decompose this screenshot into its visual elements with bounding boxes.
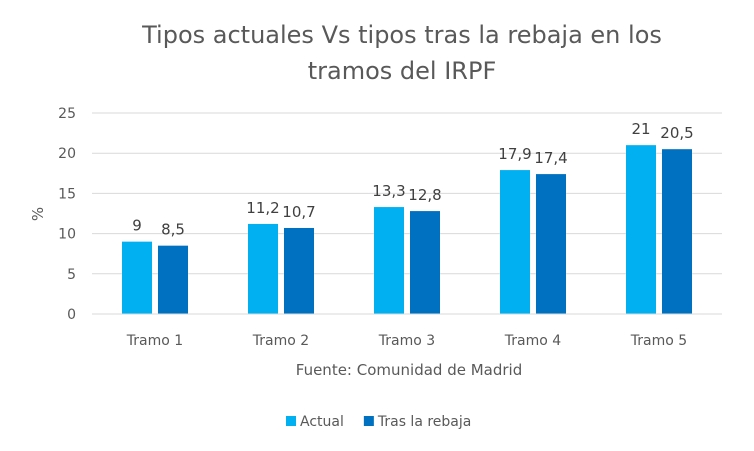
data-label: 8,5 [161,221,185,239]
legend-label: Actual [300,414,344,430]
data-label: 13,3 [372,182,405,200]
chart-title: Tipos actuales Vs tipos tras la rebaja e… [141,21,662,85]
legend-swatch [286,416,296,426]
legend-swatch [363,416,374,426]
data-label: 20,5 [660,124,693,142]
gridlines [92,112,722,275]
data-label: 12,8 [408,186,441,204]
y-tick-label: 25 [58,106,76,122]
y-tick-label: 20 [58,146,76,162]
y-tick-label: 5 [67,267,76,283]
legend-label: Tras la rebaja [377,414,472,430]
data-label: 9 [132,217,142,235]
bar [248,223,278,314]
chart-title-line-2: tramos del IRPF [308,57,497,85]
data-label: 17,9 [498,145,531,163]
bar [374,207,404,314]
x-tick-label: Tramo 5 [630,333,687,349]
bar [536,174,566,314]
y-tick-label: 10 [58,227,76,243]
x-tick-label: Tramo 4 [504,333,561,349]
x-axis-ticks: Tramo 1 Tramo 2 Tramo 3 Tramo 4 Tramo 5 [126,333,687,349]
bar [500,170,530,314]
bar [626,145,656,314]
bar [284,227,314,314]
legend: Actual Tras la rebaja [286,414,471,430]
y-tick-label: 15 [58,186,76,202]
data-labels: 9 8,5 11,2 10,7 13,3 12,8 17,9 17,4 21 20,5 [132,120,693,239]
x-tick-label: Tramo 2 [252,333,309,349]
y-tick-label: 0 [67,307,76,323]
data-label: 17,4 [534,149,567,167]
y-axis-ticks: 0 5 10 15 20 25 [58,106,76,323]
data-label: 11,2 [246,199,279,217]
data-label: 21 [631,120,650,138]
bar [410,211,440,314]
x-tick-label: Tramo 1 [126,333,183,349]
x-axis-title: Fuente: Comunidad de Madrid [296,361,522,379]
bar [662,149,692,314]
bars [122,145,692,314]
y-axis-title: % [29,207,47,221]
bar [158,245,188,314]
x-tick-label: Tramo 3 [378,333,435,349]
chart-title-line-1: Tipos actuales Vs tipos tras la rebaja e… [141,21,662,49]
bar [122,241,152,314]
data-label: 10,7 [282,203,315,221]
